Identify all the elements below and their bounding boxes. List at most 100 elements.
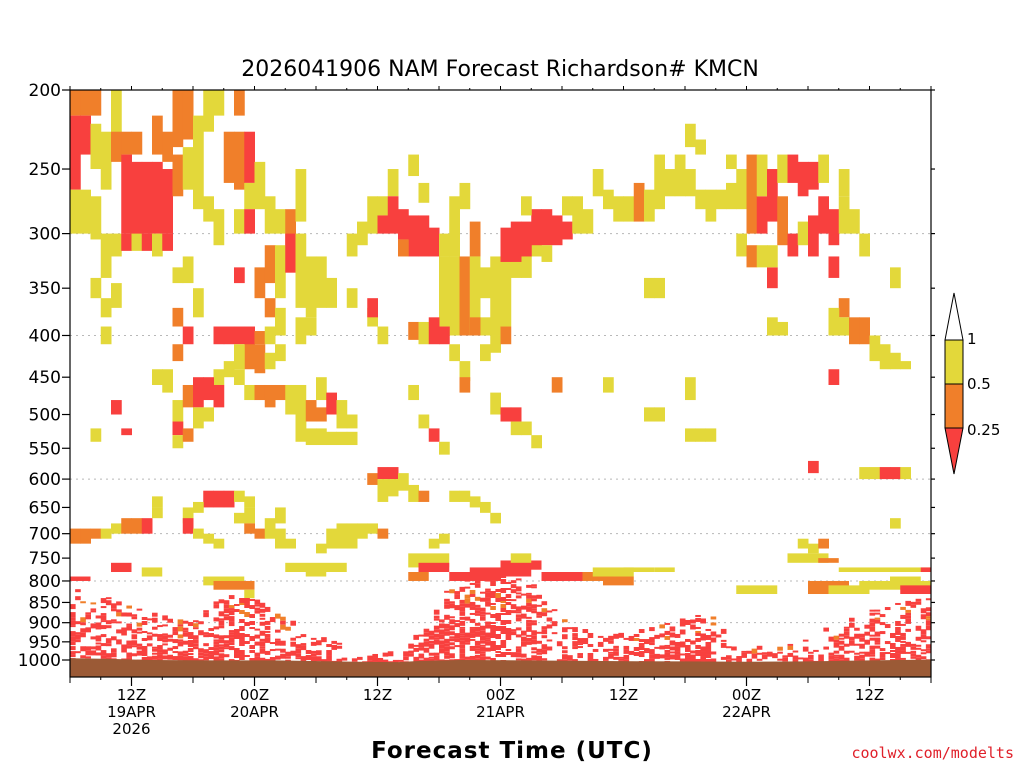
heatmap-cell <box>213 490 225 508</box>
pbl-cell <box>623 654 630 660</box>
pbl-cell <box>172 631 179 636</box>
pbl-cell <box>690 654 696 659</box>
pbl-cell <box>203 653 209 657</box>
heatmap-cell <box>234 490 245 502</box>
pbl-cell <box>228 595 235 600</box>
y-tick-label: 1000 <box>18 651 61 671</box>
pbl-cell <box>439 623 445 629</box>
pbl-cell <box>239 626 245 630</box>
heatmap-cell <box>695 189 706 210</box>
heatmap-cell <box>70 528 81 544</box>
pbl-cell <box>336 642 343 645</box>
pbl-cell <box>141 645 148 648</box>
pbl-cell <box>895 639 901 642</box>
pbl-cell <box>869 626 876 632</box>
heatmap-cell <box>295 317 307 345</box>
pbl-cell <box>526 592 532 595</box>
y-tick-label: 650 <box>29 498 61 518</box>
heatmap-cell <box>182 326 194 345</box>
pbl-cell <box>131 634 138 640</box>
pbl-cell <box>664 652 671 658</box>
heatmap-cell <box>234 512 245 524</box>
y-tick-label: 200 <box>29 81 61 101</box>
pbl-cell <box>249 605 255 610</box>
heatmap-cell <box>80 189 91 234</box>
pbl-cell <box>459 603 466 607</box>
heatmap-cell <box>121 233 132 251</box>
pbl-cell <box>746 650 753 654</box>
pbl-cell <box>541 658 548 661</box>
pbl-cell <box>572 636 578 641</box>
pbl-cell <box>515 611 522 614</box>
pbl-cell <box>510 631 517 636</box>
pbl-cell <box>254 634 261 639</box>
pbl-cell <box>408 643 414 649</box>
pbl-cell <box>111 648 117 653</box>
pbl-cell <box>95 622 102 628</box>
pbl-cell <box>859 633 865 638</box>
heatmap-cell <box>500 256 512 327</box>
x-tick-label: 00Z <box>732 686 761 704</box>
heatmap-cell <box>531 209 542 246</box>
pbl-cell <box>474 645 481 649</box>
heatmap-cell <box>152 507 163 519</box>
pbl-cell <box>500 588 507 594</box>
pbl-cell <box>310 641 317 646</box>
pbl-cell <box>736 656 742 660</box>
pbl-cell <box>249 599 255 602</box>
x-tick-label: 2026 <box>112 720 150 738</box>
pbl-cell <box>859 651 865 654</box>
pbl-cell <box>531 647 537 651</box>
pbl-cell <box>515 586 522 592</box>
pbl-cell <box>228 608 235 611</box>
pbl-cell <box>469 593 476 597</box>
pbl-cell <box>162 639 168 643</box>
heatmap-cell <box>162 169 173 234</box>
heatmap-cell <box>80 115 91 155</box>
pbl-cell <box>305 649 312 654</box>
pbl-cell <box>433 618 440 621</box>
pbl-cell <box>915 654 922 658</box>
pbl-cell <box>541 612 548 617</box>
pbl-cell <box>449 603 455 609</box>
pbl-cell <box>70 651 76 655</box>
pbl-cell <box>510 589 517 594</box>
heatmap-band <box>70 576 91 581</box>
heatmap-cell <box>264 384 276 408</box>
heatmap-cell <box>797 538 809 549</box>
pbl-cell <box>849 636 855 641</box>
heatmap-band <box>910 576 921 581</box>
pbl-cell <box>526 622 532 627</box>
pbl-cell <box>515 592 522 595</box>
pbl-cell <box>75 589 81 593</box>
x-tick-label: 12Z <box>855 686 884 704</box>
pbl-cell <box>500 601 507 604</box>
pbl-cell <box>777 651 783 654</box>
heatmap-cell <box>357 523 368 539</box>
pbl-cell <box>531 604 537 609</box>
pbl-cell <box>500 572 507 576</box>
pbl-cell <box>100 613 107 616</box>
pbl-cell <box>664 630 671 635</box>
pbl-cell <box>269 657 276 660</box>
heatmap-cell <box>387 196 399 234</box>
pbl-cell <box>105 643 112 647</box>
pbl-cell <box>818 659 824 663</box>
pbl-cell <box>90 646 97 650</box>
pbl-cell <box>95 642 102 645</box>
heatmap-cell <box>244 209 255 234</box>
pbl-cell <box>80 646 86 652</box>
heatmap-cell <box>654 407 665 422</box>
pbl-cell <box>879 622 886 626</box>
heatmap-cell <box>469 221 481 257</box>
pbl-cell <box>613 645 619 649</box>
pbl-cell <box>925 644 932 649</box>
pbl-cell <box>264 625 271 630</box>
pbl-cell <box>459 611 466 616</box>
pbl-cell <box>111 619 117 622</box>
pbl-cell <box>495 645 501 651</box>
heatmap-cell <box>377 326 389 345</box>
pbl-cell <box>925 598 932 601</box>
heatmap-cell <box>152 233 163 257</box>
heatmap-cell <box>387 479 399 497</box>
